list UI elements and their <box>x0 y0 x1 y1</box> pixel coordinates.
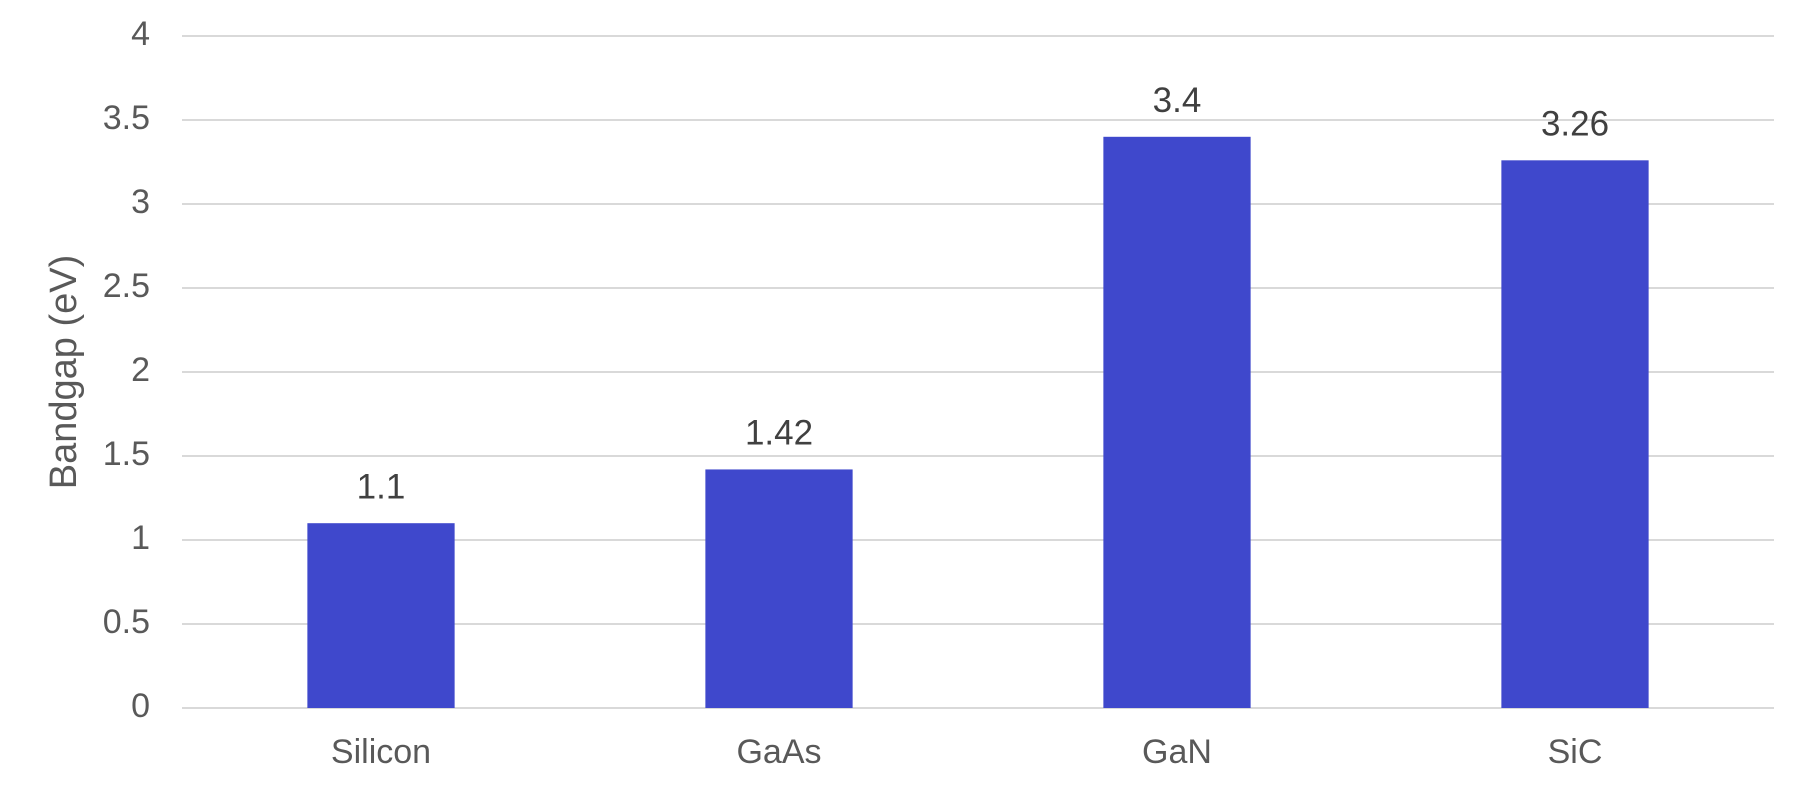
x-tick-label: GaN <box>1142 733 1212 771</box>
y-tick-label: 3.5 <box>103 99 150 137</box>
x-tick-label: Silicon <box>331 733 431 771</box>
y-tick-label: 0.5 <box>103 603 150 641</box>
bar <box>307 523 455 708</box>
bar <box>705 469 853 708</box>
y-axis-label: Bandgap (eV) <box>43 255 85 490</box>
value-label: 1.1 <box>357 467 406 506</box>
bar <box>1103 136 1251 709</box>
x-tick-label: SiC <box>1548 733 1603 771</box>
y-tick-label: 3 <box>131 183 150 221</box>
y-tick-label: 1 <box>131 519 150 557</box>
y-tick-label: 2 <box>131 351 150 389</box>
y-tick-label: 1.5 <box>103 435 150 473</box>
y-tick-label: 4 <box>131 15 150 53</box>
value-label: 3.26 <box>1541 105 1609 144</box>
value-label: 3.4 <box>1153 81 1202 120</box>
y-tick-label: 0 <box>131 687 150 725</box>
x-tick-label: GaAs <box>736 733 821 771</box>
y-tick-label: 2.5 <box>103 267 150 305</box>
bar <box>1501 160 1649 708</box>
value-label: 1.42 <box>745 414 813 453</box>
